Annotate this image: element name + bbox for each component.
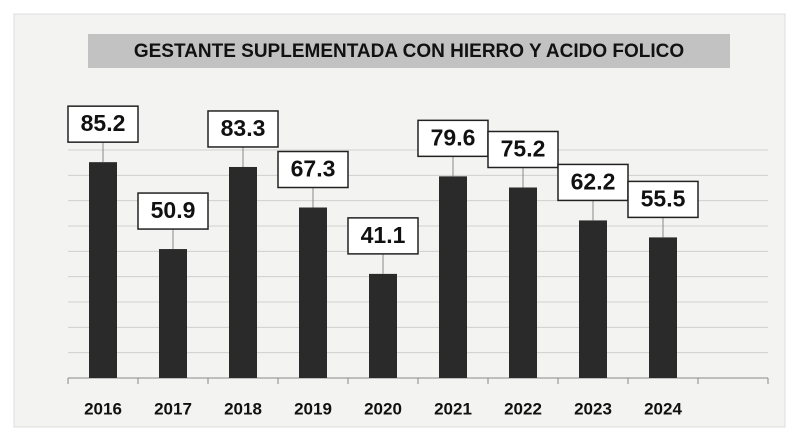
data-label: 55.5 bbox=[641, 185, 686, 211]
data-label-box bbox=[207, 110, 279, 148]
data-label-box bbox=[277, 150, 349, 189]
x-tick-label: 2019 bbox=[294, 399, 332, 418]
data-label: 67.3 bbox=[291, 156, 336, 182]
data-label-box bbox=[137, 192, 209, 230]
data-label: 75.2 bbox=[501, 136, 546, 162]
data-label-box bbox=[347, 217, 419, 255]
chart-title: GESTANTE SUPLEMENTADA CON HIERRO Y ACIDO… bbox=[134, 41, 684, 62]
bar bbox=[89, 162, 117, 378]
bar bbox=[299, 207, 327, 378]
title-box bbox=[88, 34, 730, 68]
bar bbox=[649, 237, 677, 378]
x-tick-label: 2018 bbox=[224, 399, 262, 418]
data-label: 85.2 bbox=[81, 110, 126, 136]
bar bbox=[369, 273, 397, 378]
data-label-box bbox=[627, 180, 699, 219]
data-label: 50.9 bbox=[151, 197, 196, 223]
bar bbox=[159, 249, 187, 378]
x-tick-label: 2023 bbox=[574, 399, 612, 418]
x-tick-label: 2022 bbox=[504, 399, 542, 418]
x-tick-label: 2024 bbox=[644, 399, 682, 418]
bar bbox=[579, 220, 607, 378]
data-label: 83.3 bbox=[221, 115, 266, 141]
data-label-box bbox=[67, 105, 139, 143]
x-tick-label: 2020 bbox=[364, 399, 402, 418]
x-tick-label: 2016 bbox=[84, 399, 122, 418]
bar bbox=[509, 187, 537, 378]
data-label: 79.6 bbox=[431, 124, 476, 150]
data-label: 41.1 bbox=[361, 222, 406, 248]
bar bbox=[439, 176, 467, 378]
x-tick-label: 2017 bbox=[154, 399, 192, 418]
x-tick-label: 2021 bbox=[434, 399, 472, 418]
data-label: 62.2 bbox=[571, 169, 616, 195]
data-label-box bbox=[417, 119, 489, 158]
data-label-box bbox=[487, 130, 559, 169]
bar bbox=[229, 166, 257, 378]
